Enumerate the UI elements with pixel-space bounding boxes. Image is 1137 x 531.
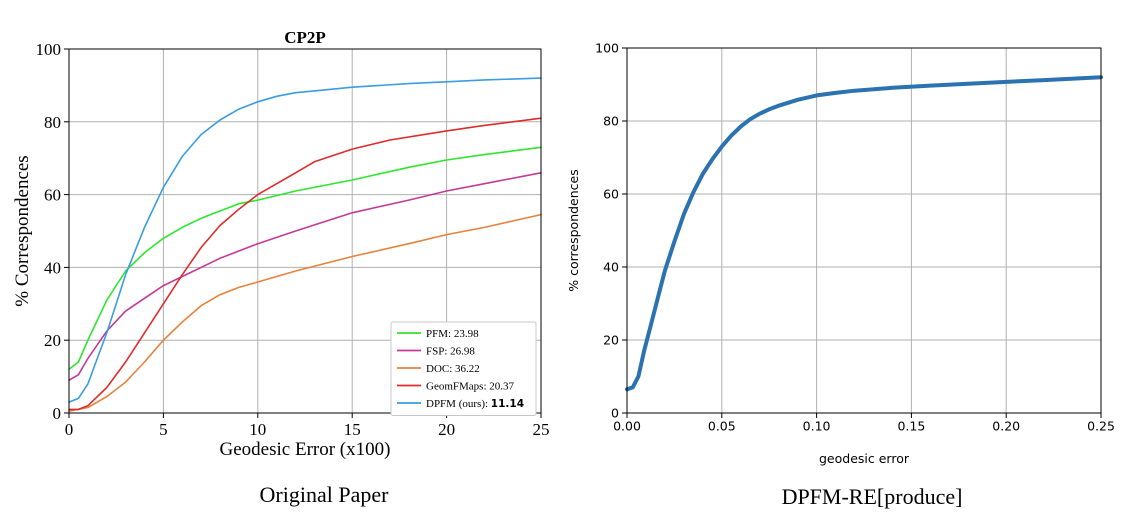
reproduced-chart: 0.00 0.05 0.10 0.15 0.20 0.25 0 20 40 60 80 100 geod… [566,40,1115,466]
series-line-dpfm-ours [68,77,542,403]
y-tick-label: 80 [44,113,61,132]
y-tick-label: 100 [36,40,62,59]
legend-entry: DOC: 36.22 [426,363,480,375]
legend-entry: DPFM (ours): 11.14 [426,398,524,410]
legend-entry-highlight: 11.14 [491,398,524,410]
y-axis-label: % correspondences [566,169,581,292]
legend-entry: GeomFMaps: 20.37 [426,381,515,393]
x-tick-label: 5 [159,420,168,439]
y-tick-label: 40 [603,259,619,274]
x-tick-label: 0.00 [613,419,641,434]
x-tick-label: 0 [65,420,74,439]
y-tick-label: 60 [603,186,619,201]
y-tick-label: 0 [53,404,62,423]
legend-entry: FSP: 26.98 [426,346,475,358]
x-tick-label: 10 [249,420,266,439]
x-axis-label: geodesic error [819,451,910,466]
legend-box [390,321,537,416]
original-paper-chart: 0 5 10 15 20 25 0 20 40 60 80 100 Geodesic Error (x1… [12,28,550,460]
x-tick-label: 20 [438,420,455,439]
legend-entry: PFM: 23.98 [426,328,479,340]
legend: PFM: 23.98 FSP: 26.98 DOC: 36.22 GeomFMaps:… [390,321,537,416]
y-tick-label: 80 [603,113,619,128]
series-line-geomfmaps [68,117,542,411]
x-tick-label: 0.10 [803,419,831,434]
series-line-doc [68,213,542,413]
x-tick-label: 15 [344,420,361,439]
y-tick-label: 20 [44,331,61,350]
series-line-reproduction [625,75,1103,392]
x-axis-label: Geodesic Error (x100) [220,439,391,460]
caption-reproduction: DPFM-RE[produce] [781,484,963,509]
y-tick-label: 20 [603,332,619,347]
y-tick-label: 100 [595,40,619,55]
caption-original-paper: Original Paper [259,482,389,507]
legend-entry-text: DPFM (ours): [426,398,491,410]
plot-frame [626,47,1102,414]
chart-title: CP2P [284,28,326,47]
x-tick-label: 0.20 [992,419,1020,434]
x-tick-label: 0.05 [708,419,736,434]
y-axis-label: % Correspondences [12,155,33,306]
y-tick-label: 0 [611,405,619,420]
series-line-fsp [68,172,542,382]
x-tick-label: 0.15 [897,419,925,434]
y-tick-label: 40 [44,258,61,277]
x-tick-label: 0.25 [1087,419,1115,434]
x-tick-label: 25 [533,420,550,439]
plot-frame [68,48,542,414]
series-line-pfm [68,146,542,371]
y-tick-label: 60 [44,186,61,205]
